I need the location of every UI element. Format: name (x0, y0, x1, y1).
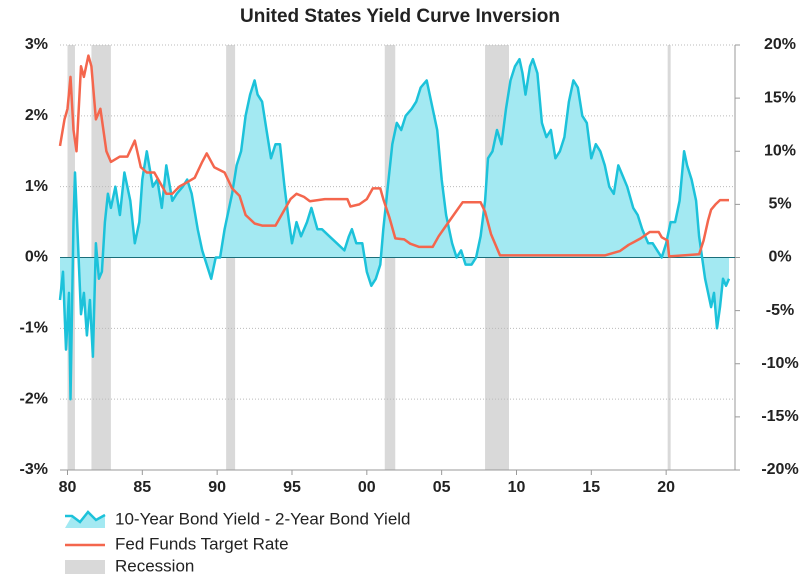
y2-tick-label: -15% (761, 408, 798, 425)
y-tick-label: 2% (25, 107, 48, 124)
y2-tick-label: -5% (766, 302, 794, 319)
x-tick-label: 10 (508, 479, 526, 496)
y2-tick-label: 20% (764, 36, 796, 53)
y-tick-label: 0% (25, 249, 48, 266)
y2-tick-label: -10% (761, 355, 798, 372)
area (60, 59, 730, 400)
y-tick-label: 1% (25, 178, 48, 195)
legend-swatch (65, 560, 105, 574)
x-tick-label: 15 (582, 479, 600, 496)
y-tick-label: -2% (20, 390, 48, 407)
y2-tick-label: 0% (768, 249, 791, 266)
line (58, 57, 731, 401)
y2-tick-label: 10% (764, 142, 796, 159)
x-tick-label: 20 (657, 479, 675, 496)
legend-swatch (65, 510, 106, 524)
y-tick-label: -3% (20, 461, 48, 478)
x-tick-label: 90 (208, 479, 226, 496)
x-tick-label: 95 (283, 479, 301, 496)
y2-tick-label: 15% (764, 89, 796, 106)
chart-title: United States Yield Curve Inversion (240, 6, 560, 27)
legend-label: Recession (115, 556, 194, 575)
line (58, 54, 729, 258)
y2-tick-label: 5% (768, 196, 791, 213)
y-tick-label: -1% (20, 320, 48, 337)
x-tick-label: 05 (433, 479, 451, 496)
legend-label: 10-Year Bond Yield - 2-Year Bond Yield (115, 509, 411, 528)
x-tick-label: 85 (133, 479, 151, 496)
x-tick-label: 80 (59, 479, 77, 496)
legend-swatch (65, 512, 105, 528)
y2-tick-label: -20% (761, 461, 798, 478)
y-tick-label: 3% (25, 36, 48, 53)
legend-label: Fed Funds Target Rate (115, 534, 289, 553)
x-tick-label: 00 (358, 479, 376, 496)
